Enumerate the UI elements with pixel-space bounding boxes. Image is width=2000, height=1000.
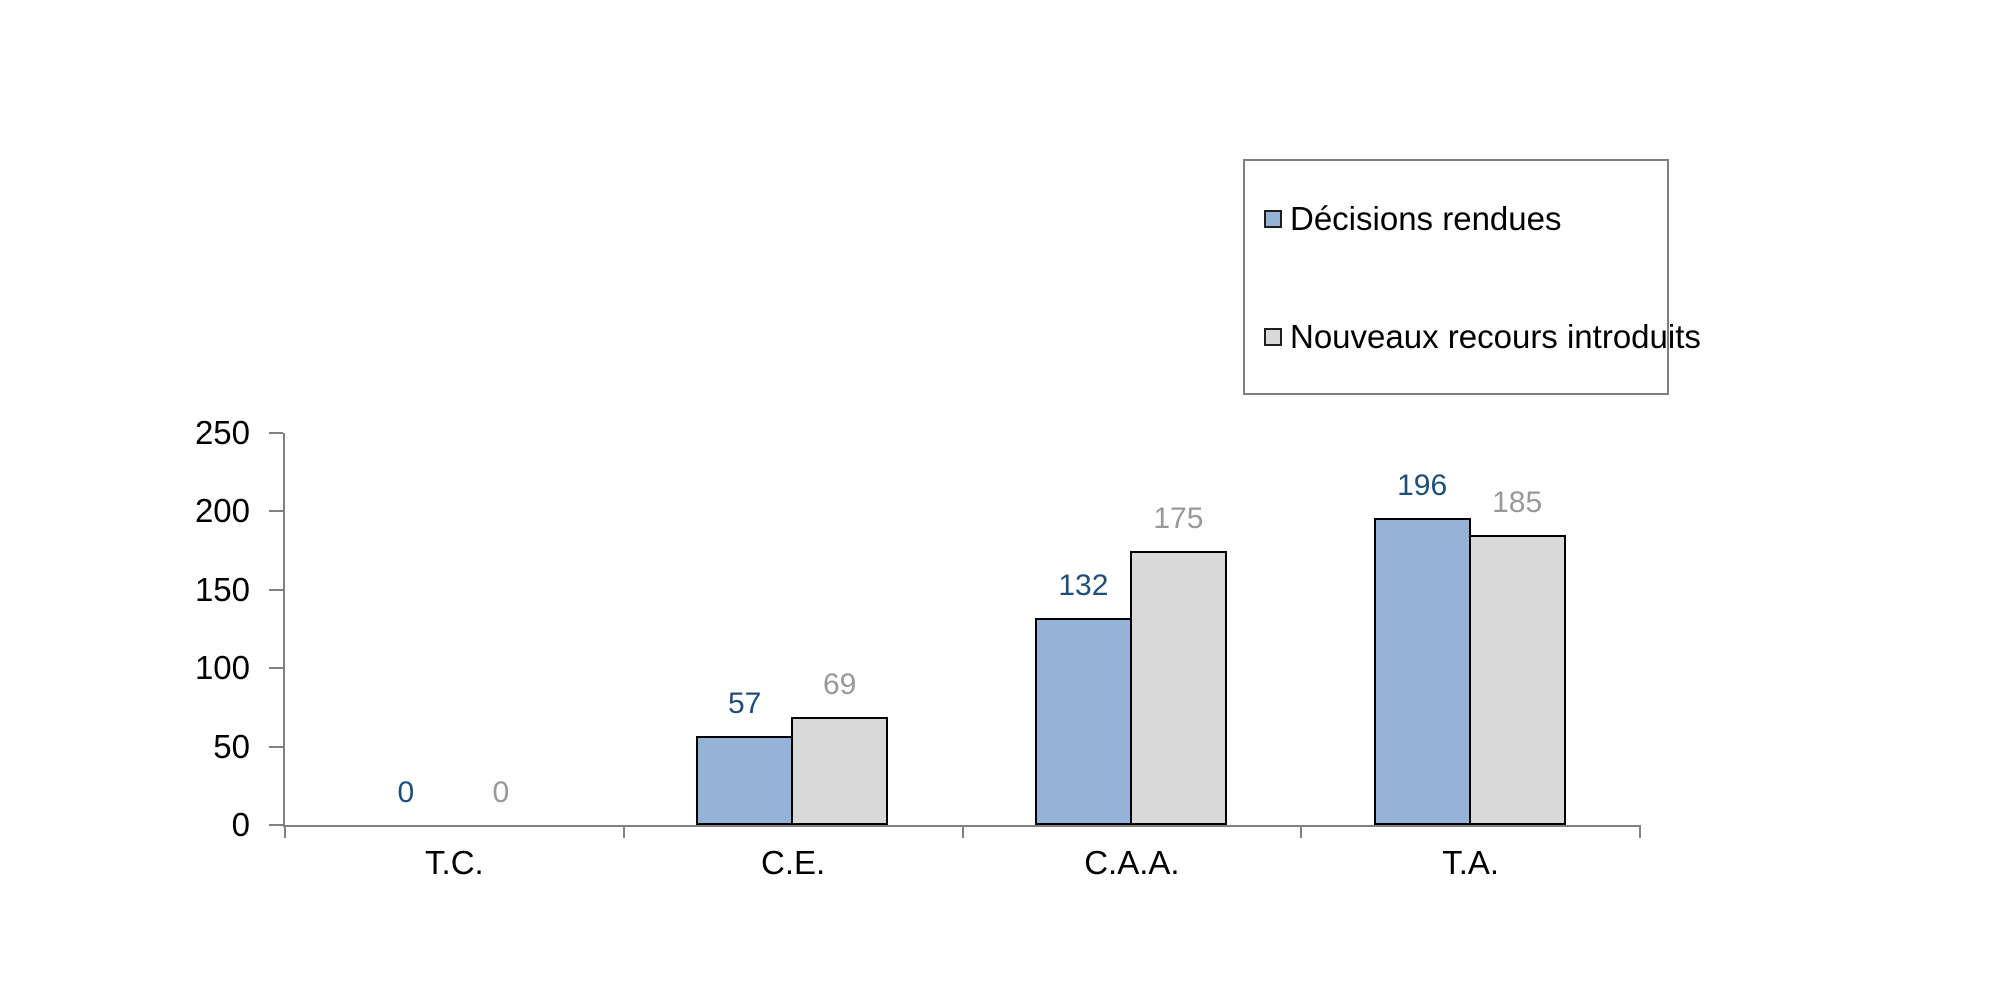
bar-nouveaux-recours-introduits-ta: [1468, 535, 1566, 825]
bar-chart-plot-area: 0 50 100 150 200 250 T.C. 0 0 C.E. 57 69 C.A.A. 132 17…: [195, 414, 1641, 881]
bar-d-cisions-rendues-caa: [1034, 618, 1132, 825]
y-axis-tick-label: 150: [194, 570, 250, 608]
x-axis-category-label: T.C.: [425, 844, 484, 881]
x-axis-category-label: C.E.: [761, 844, 826, 881]
y-axis-tick-label: 100: [194, 649, 250, 687]
y-axis-tick-label: 50: [213, 727, 250, 765]
legend-item-decisions-rendues: Décisions rendues: [1264, 199, 1561, 239]
y-axis-tick-mark: [269, 824, 283, 826]
x-axis-category-label: T.A.: [1442, 844, 1500, 881]
y-axis-tick-mark: [269, 667, 283, 670]
x-axis-tick-mark: [1639, 825, 1641, 838]
bar-value-label: 0: [397, 776, 415, 809]
x-axis-tick-mark: [1300, 825, 1303, 838]
bar-d-cisions-rendues-ce: [696, 736, 794, 825]
x-axis-tick-mark: [284, 825, 286, 838]
y-axis-tick-mark: [269, 745, 283, 748]
legend-label-nouveaux-recours: Nouveaux recours introduits: [1290, 318, 1701, 355]
x-axis-tick-mark: [961, 825, 964, 838]
x-axis-category-label: C.A.A.: [1084, 844, 1180, 881]
y-axis-tick-mark: [269, 510, 283, 513]
bar-value-label: 185: [1492, 486, 1543, 519]
bar-value-label: 175: [1153, 502, 1204, 535]
bar-value-label: 69: [822, 668, 857, 701]
y-axis-tick-mark: [269, 588, 283, 591]
bar-value-label: 0: [492, 776, 510, 809]
legend-marker-blue-square-icon: [1264, 210, 1282, 228]
bar-value-label: 196: [1397, 469, 1448, 502]
y-axis-tick-mark: [269, 432, 283, 434]
bar-value-label: 132: [1058, 569, 1109, 602]
y-axis-tick-label: 0: [231, 806, 250, 843]
x-axis-tick-mark: [622, 825, 625, 838]
chart-legend: Décisions rendues Nouveaux recours intro…: [1243, 159, 1701, 395]
legend-item-nouveaux-recours: Nouveaux recours introduits: [1264, 317, 1701, 357]
bar-d-cisions-rendues-ta: [1373, 518, 1471, 825]
y-axis-tick-label: 200: [194, 492, 250, 530]
bar-nouveaux-recours-introduits-caa: [1129, 551, 1227, 825]
y-axis-tick-label: 250: [194, 414, 250, 451]
legend-marker-gray-square-icon: [1264, 328, 1282, 346]
legend-label-decisions-rendues: Décisions rendues: [1290, 200, 1562, 237]
bar-nouveaux-recours-introduits-ce: [791, 717, 889, 825]
bar-value-label: 57: [727, 687, 762, 720]
